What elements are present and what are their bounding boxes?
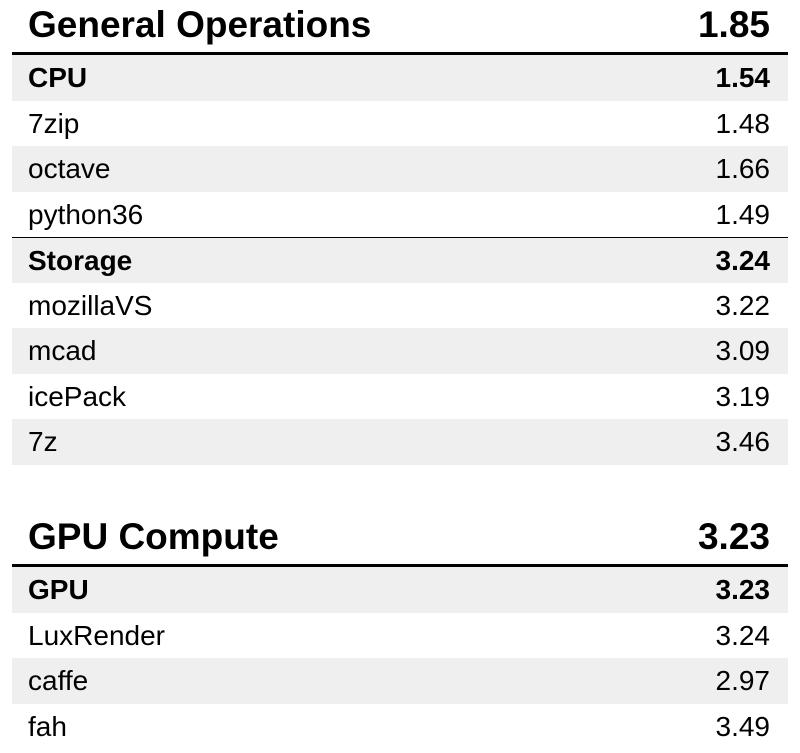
row-value: 1.48 <box>715 107 771 139</box>
group-row-storage: Storage 3.24 <box>12 237 788 283</box>
row-name: mcad <box>28 335 97 366</box>
row-name: CPU <box>28 62 88 93</box>
row-name: caffe <box>28 665 89 696</box>
section-title: General Operations <box>28 4 372 45</box>
table-row: python36 1.49 <box>12 192 788 238</box>
row-value: 3.49 <box>715 710 771 742</box>
section-score: 3.23 <box>697 516 770 557</box>
row-value: 2.97 <box>715 665 771 696</box>
row-value: 3.24 <box>715 619 771 651</box>
table-row: 7zip 1.48 <box>12 101 788 147</box>
row-name: fah <box>28 710 67 742</box>
row-name: mozillaVS <box>28 289 153 321</box>
score-table: CPU 1.54 7zip 1.48 octave 1.66 python36 … <box>12 55 788 465</box>
row-value: 3.09 <box>715 335 771 366</box>
section-header: General Operations 1.85 <box>12 0 788 55</box>
row-name: 7z <box>28 426 58 457</box>
row-value: 1.66 <box>715 153 771 184</box>
row-value: 1.54 <box>715 62 771 93</box>
row-value: 3.22 <box>715 289 771 321</box>
table-row: mozillaVS 3.22 <box>12 283 788 329</box>
table-row: caffe 2.97 <box>12 658 788 704</box>
table-row: 7z 3.46 <box>12 419 788 465</box>
group-row-cpu: CPU 1.54 <box>12 55 788 101</box>
general-operations-section: General Operations 1.85 CPU 1.54 7zip 1.… <box>12 0 788 465</box>
table-row: mcad 3.09 <box>12 328 788 374</box>
table-row: fah 3.49 <box>12 704 788 750</box>
table-row: octave 1.66 <box>12 146 788 192</box>
row-name: octave <box>28 153 111 184</box>
row-value: 1.49 <box>715 198 771 230</box>
section-score: 1.85 <box>697 4 770 45</box>
row-name: LuxRender <box>28 619 165 651</box>
row-name: icePack <box>28 380 127 412</box>
gpu-compute-section: GPU Compute 3.23 GPU 3.23 LuxRender 3.24… <box>0 512 800 749</box>
row-name: 7zip <box>28 107 80 139</box>
row-name: Storage <box>28 245 133 276</box>
section-header: GPU Compute 3.23 <box>12 512 788 567</box>
row-value: 3.46 <box>715 426 771 457</box>
table-row: icePack 3.19 <box>12 374 788 420</box>
row-value: 3.23 <box>715 574 771 605</box>
section-title: GPU Compute <box>28 516 279 557</box>
table-row: LuxRender 3.24 <box>12 613 788 659</box>
row-name: GPU <box>28 574 89 605</box>
row-value: 3.24 <box>715 245 771 276</box>
score-table: GPU 3.23 LuxRender 3.24 caffe 2.97 fah 3… <box>12 567 788 749</box>
row-value: 3.19 <box>715 380 771 412</box>
group-row-gpu: GPU 3.23 <box>12 567 788 613</box>
row-name: python36 <box>28 198 144 230</box>
